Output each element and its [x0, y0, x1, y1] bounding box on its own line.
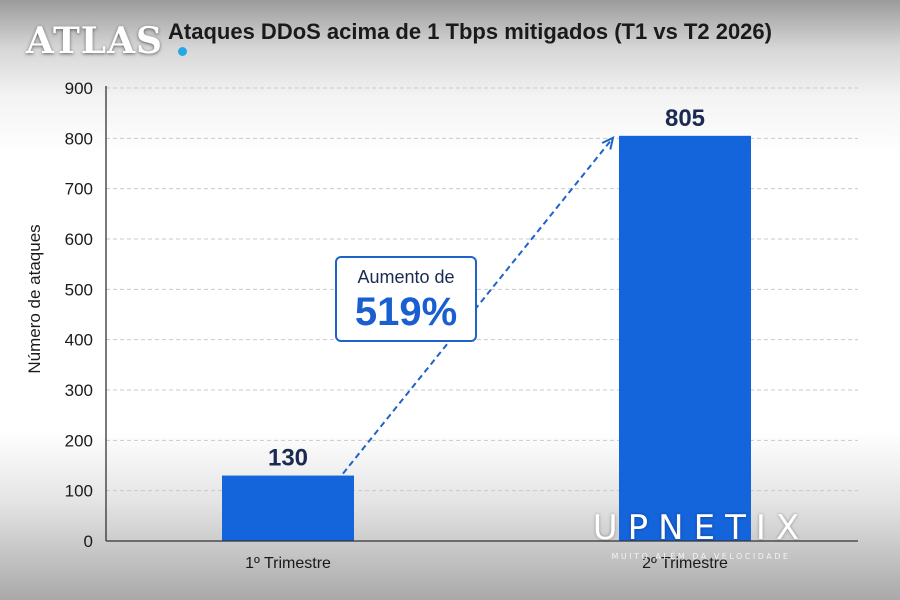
upnetix-tagline: MUITO ALÉM DA VELOCIDADE	[611, 552, 791, 561]
callout-label: Aumento de	[357, 267, 455, 287]
upnetix-logo: UPNETIX	[592, 508, 810, 548]
y-tick-label: 600	[65, 230, 93, 249]
increase-arrow-head	[601, 136, 615, 150]
data-label: 130	[268, 445, 308, 472]
data-label: 805	[665, 105, 705, 132]
x-tick-label: 1º Trimestre	[245, 555, 331, 572]
y-tick-label: 100	[65, 482, 93, 501]
atlas-logo-dot	[178, 47, 187, 56]
y-tick-label: 0	[84, 532, 93, 551]
bar-1	[222, 475, 354, 541]
increase-callout: Aumento de 519%	[335, 256, 477, 342]
y-tick-label: 300	[65, 381, 93, 400]
y-tick-label: 900	[65, 79, 93, 98]
increase-arrow	[342, 137, 614, 475]
y-tick-label: 800	[65, 129, 93, 148]
atlas-logo: ATLAS	[26, 20, 163, 62]
y-tick-label: 500	[65, 280, 93, 299]
y-tick-label: 400	[65, 331, 93, 350]
y-tick-label: 700	[65, 180, 93, 199]
bar-2	[619, 135, 751, 542]
chart-title: Ataques DDoS acima de 1 Tbps mitigados (…	[168, 19, 772, 44]
callout-percentage: 519%	[354, 290, 458, 334]
x-tick-label: 2º Trimestre	[642, 555, 728, 572]
y-tick-label: 200	[65, 431, 93, 450]
y-axis-label: Número de ataques	[25, 224, 44, 373]
